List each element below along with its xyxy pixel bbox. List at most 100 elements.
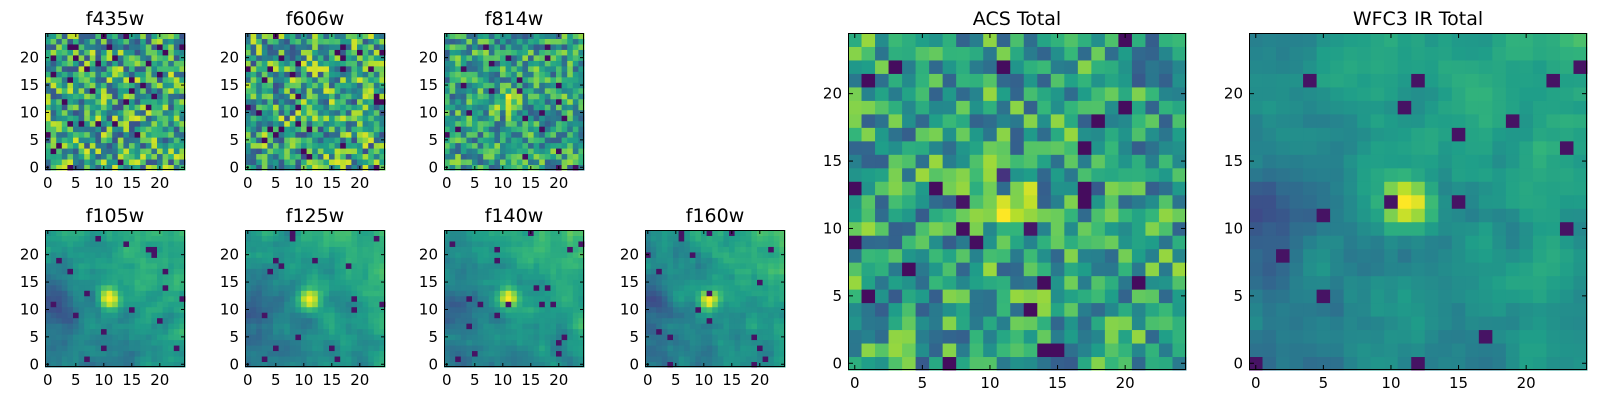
heatmap-cell [112, 120, 119, 127]
x-tick-label: 20 [350, 174, 369, 192]
heatmap-cell [875, 167, 890, 182]
heatmap-cell [317, 306, 324, 313]
heatmap-cell [289, 93, 296, 100]
heatmap-cell [661, 317, 668, 324]
heatmap-cell [556, 126, 563, 133]
heatmap-cell [89, 153, 96, 160]
heatmap-cell [1037, 275, 1052, 290]
heatmap-cell [151, 312, 158, 319]
heatmap-cell [379, 295, 386, 302]
heatmap-cell [578, 104, 585, 111]
heatmap-cell [295, 257, 302, 264]
heatmap-cell [488, 104, 495, 111]
heatmap-cell [472, 235, 479, 242]
heatmap-cell [444, 323, 451, 330]
heatmap-cell [717, 361, 724, 368]
heatmap-cell [373, 361, 380, 368]
heatmap-cell [273, 137, 280, 144]
heatmap-cell [1158, 235, 1173, 250]
heatmap-cell [140, 273, 147, 280]
heatmap-cell [379, 142, 386, 149]
heatmap-cell [84, 334, 91, 341]
heatmap-cell [340, 93, 347, 100]
heatmap-cell [73, 328, 80, 335]
heatmap-cell [511, 301, 518, 308]
heatmap-cell [134, 98, 141, 105]
heatmap-cell [84, 126, 91, 133]
heatmap-cell [1131, 167, 1146, 182]
panel-title: f105w [86, 205, 145, 227]
heatmap-cell [494, 334, 501, 341]
heatmap-cell [567, 350, 574, 357]
heatmap-cell [112, 131, 119, 138]
heatmap-cell [488, 153, 495, 160]
heatmap-cell [67, 82, 74, 89]
heatmap-cell [528, 306, 535, 313]
heatmap-cell [511, 33, 518, 39]
heatmap-cell [701, 356, 708, 363]
heatmap-cell [157, 153, 164, 160]
heatmap-cell [295, 230, 302, 236]
heatmap-cell [78, 257, 85, 264]
heatmap-cell [762, 273, 769, 280]
heatmap-cell [351, 164, 358, 171]
heatmap-cell [134, 328, 141, 335]
heatmap-cell [89, 290, 96, 297]
heatmap-cell [368, 257, 375, 264]
heatmap-cell [472, 137, 479, 144]
heatmap-cell [533, 257, 540, 264]
heatmap-cell [312, 246, 319, 253]
heatmap-cell [112, 290, 119, 297]
heatmap-cell [723, 334, 730, 341]
heatmap-cell [323, 257, 330, 264]
heatmap-cell [168, 317, 175, 324]
heatmap-cell [368, 65, 375, 72]
heatmap-cell [340, 54, 347, 61]
heatmap-cell [250, 104, 257, 111]
heatmap-cell [848, 275, 863, 290]
heatmap-cell [256, 93, 263, 100]
heatmap-cell [528, 251, 535, 258]
heatmap-cell [106, 137, 113, 144]
heatmap-cell [50, 301, 57, 308]
heatmap-cell [329, 142, 336, 149]
heatmap-cell [539, 251, 546, 258]
heatmap-cell [494, 71, 501, 78]
heatmap-cell [645, 328, 652, 335]
heatmap-cell [561, 43, 568, 50]
heatmap-cell [544, 164, 551, 171]
heatmap-cell [362, 350, 369, 357]
heatmap-cell [706, 334, 713, 341]
heatmap-cell [173, 93, 180, 100]
heatmap-cell [362, 87, 369, 94]
heatmap-cell [312, 120, 319, 127]
heatmap-cell [301, 251, 308, 258]
heatmap-cell [572, 131, 579, 138]
heatmap-cell [561, 153, 568, 160]
heatmap-cell [706, 339, 713, 346]
heatmap-cell [261, 230, 268, 236]
heatmap-cell [751, 328, 758, 335]
heatmap-cell [533, 93, 540, 100]
heatmap-cell [278, 54, 285, 61]
x-tick-label: 0 [442, 371, 452, 389]
heatmap-cell [472, 306, 479, 313]
heatmap-cell [78, 65, 85, 72]
heatmap-cell [117, 273, 124, 280]
heatmap-cell [740, 279, 747, 286]
heatmap-cell [306, 290, 313, 297]
heatmap-cell [929, 316, 944, 331]
heatmap-cell [278, 87, 285, 94]
heatmap-cell [267, 33, 274, 39]
heatmap-cell [689, 339, 696, 346]
heatmap-cell [129, 49, 136, 56]
heatmap-cell [123, 76, 130, 83]
heatmap-cell [61, 262, 68, 269]
heatmap-cell [56, 345, 63, 352]
heatmap-cell [295, 49, 302, 56]
heatmap-cell [162, 279, 169, 286]
heatmap-cell [61, 361, 68, 368]
heatmap-cell [261, 142, 268, 149]
panel-title: f814w [485, 8, 544, 30]
